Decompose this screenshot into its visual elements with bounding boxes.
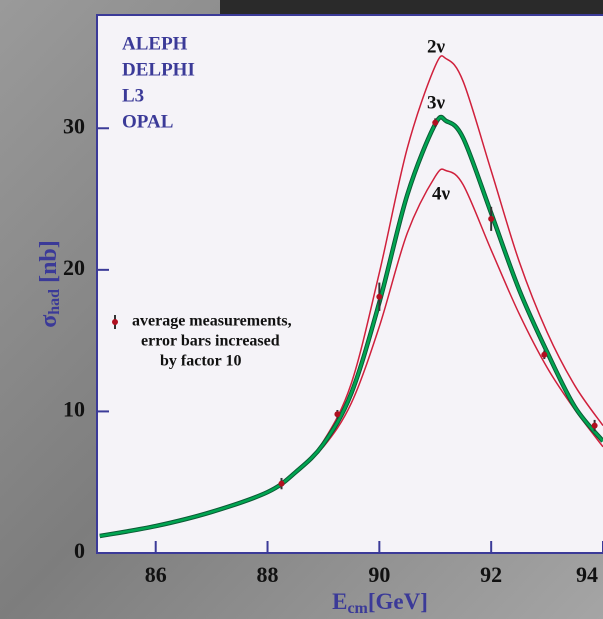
- y-tick-label: 20: [63, 255, 85, 280]
- y-axis-label: σhad [nb]: [36, 240, 63, 328]
- measurement: [376, 293, 383, 300]
- experiment-name: OPAL: [122, 111, 173, 132]
- legend-text: error bars increased: [141, 333, 280, 350]
- measurement: [488, 215, 495, 222]
- curve-label: 3ν: [427, 92, 446, 113]
- experiment-name: ALEPH: [122, 33, 188, 54]
- y-tick-label: 30: [63, 113, 85, 138]
- measurement: [278, 480, 285, 487]
- measurement: [334, 411, 341, 418]
- x-tick-label: 88: [257, 562, 279, 587]
- measurement: [591, 422, 598, 429]
- measurement: [541, 351, 548, 358]
- experiment-name: DELPHI: [122, 59, 195, 80]
- x-tick-label: 90: [368, 562, 390, 587]
- y-tick-label: 0: [74, 538, 85, 563]
- legend-text: by factor 10: [160, 353, 241, 370]
- x-tick-label: 92: [480, 562, 502, 587]
- measurement: [432, 119, 439, 126]
- curve-label: 4ν: [432, 183, 451, 204]
- curve-label: 2ν: [427, 36, 446, 57]
- legend-text: average measurements,: [132, 313, 292, 330]
- x-tick-label: 94: [576, 562, 598, 587]
- x-axis-label: Ecm[GeV]: [332, 589, 428, 616]
- background-dark: [220, 0, 603, 15]
- legend-marker: [112, 319, 118, 325]
- experiment-name: L3: [122, 85, 144, 106]
- y-tick-label: 10: [63, 396, 85, 421]
- line: [99, 115, 603, 538]
- x-tick-label: 86: [145, 562, 167, 587]
